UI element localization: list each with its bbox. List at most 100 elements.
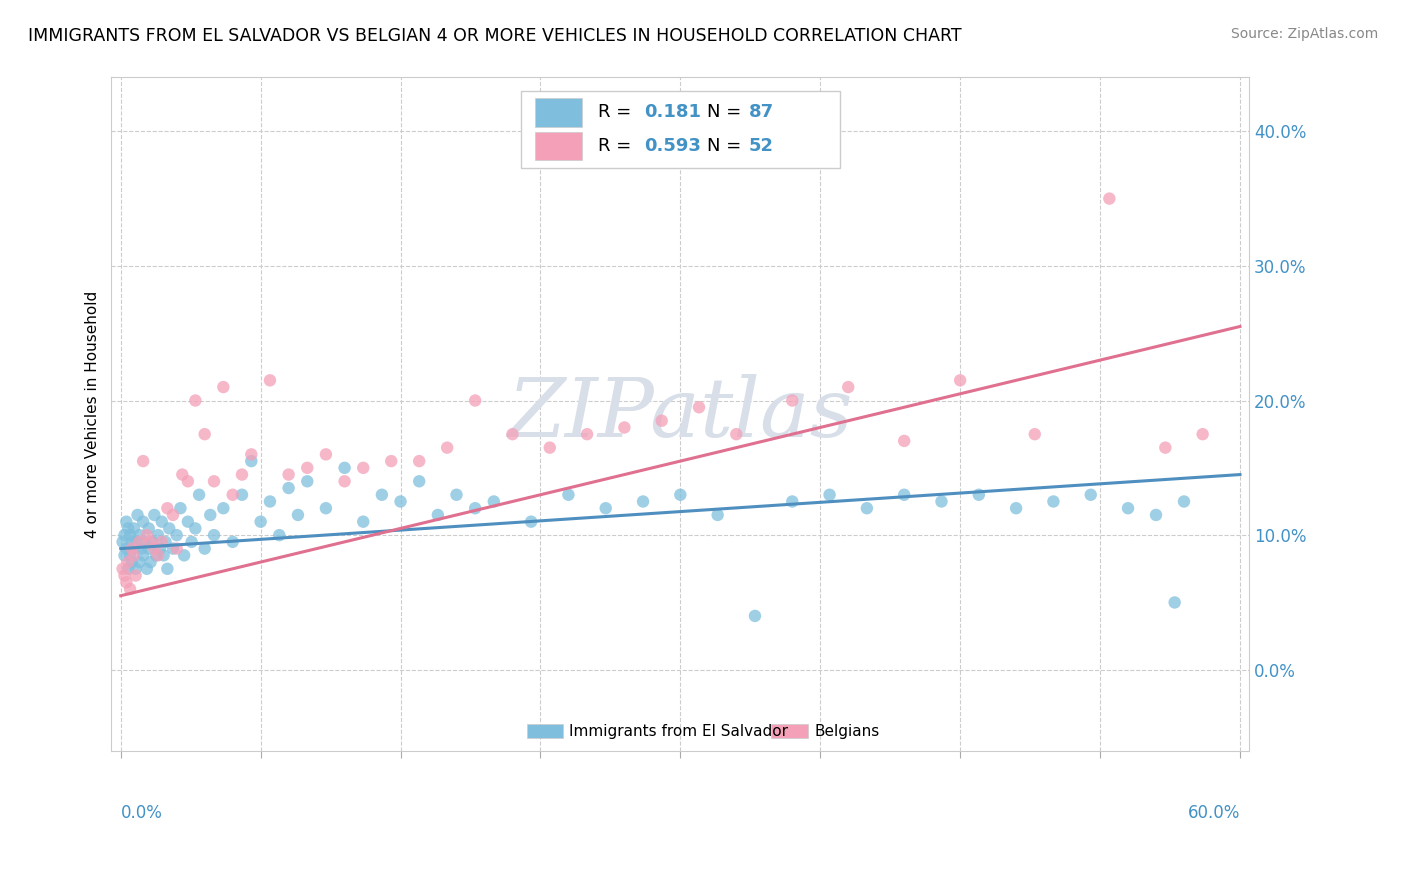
Point: [111, 562, 134, 576]
Text: 87: 87: [748, 103, 773, 121]
Point: [389, 494, 412, 508]
Point: [122, 549, 145, 563]
Point: [146, 528, 169, 542]
Point: [315, 501, 337, 516]
Point: [115, 575, 138, 590]
Point: [117, 562, 139, 576]
Point: [146, 549, 169, 563]
Point: [1098, 192, 1121, 206]
Point: [134, 534, 156, 549]
Point: [576, 427, 599, 442]
Point: [188, 488, 211, 502]
Point: [124, 534, 146, 549]
Point: [277, 481, 299, 495]
Point: [122, 521, 145, 535]
Point: [333, 475, 356, 489]
Point: [122, 541, 145, 556]
Text: Immigrants from El Salvador: Immigrants from El Salvador: [569, 723, 787, 739]
Point: [139, 555, 162, 569]
Point: [744, 608, 766, 623]
Point: [780, 393, 803, 408]
Text: 0.181: 0.181: [644, 103, 702, 121]
Point: [818, 488, 841, 502]
Point: [1080, 488, 1102, 502]
Point: [145, 549, 167, 563]
Point: [893, 488, 915, 502]
Point: [408, 454, 430, 468]
Point: [482, 494, 505, 508]
Point: [595, 501, 617, 516]
FancyBboxPatch shape: [534, 98, 582, 127]
Point: [124, 568, 146, 582]
Point: [114, 568, 136, 582]
Point: [139, 534, 162, 549]
Point: [297, 460, 319, 475]
Point: [135, 562, 157, 576]
Point: [143, 541, 166, 556]
Point: [120, 528, 142, 542]
Point: [1005, 501, 1028, 516]
Point: [446, 488, 468, 502]
Point: [352, 515, 374, 529]
FancyBboxPatch shape: [522, 91, 839, 169]
Point: [194, 541, 217, 556]
Point: [162, 508, 184, 522]
Point: [856, 501, 879, 516]
Point: [180, 534, 202, 549]
Point: [464, 501, 486, 516]
Point: [259, 494, 281, 508]
Point: [149, 541, 172, 556]
Point: [259, 373, 281, 387]
Point: [931, 494, 953, 508]
FancyBboxPatch shape: [772, 723, 808, 739]
Point: [333, 460, 356, 475]
Text: 0.0%: 0.0%: [121, 805, 163, 822]
Point: [352, 460, 374, 475]
Text: R =: R =: [599, 103, 631, 121]
Point: [436, 441, 458, 455]
Point: [121, 541, 143, 556]
Point: [128, 528, 150, 542]
Point: [115, 515, 138, 529]
Point: [212, 380, 235, 394]
Point: [557, 488, 579, 502]
Point: [166, 541, 188, 556]
Point: [380, 454, 402, 468]
Point: [426, 508, 449, 522]
Point: [120, 582, 142, 596]
Point: [115, 541, 138, 556]
Point: [132, 515, 155, 529]
Point: [117, 521, 139, 535]
Text: Source: ZipAtlas.com: Source: ZipAtlas.com: [1230, 27, 1378, 41]
Point: [114, 549, 136, 563]
Point: [157, 521, 180, 535]
Point: [155, 534, 177, 549]
Text: 52: 52: [748, 137, 773, 155]
Point: [221, 534, 243, 549]
Point: [269, 528, 291, 542]
Point: [135, 528, 157, 542]
Point: [1163, 595, 1185, 609]
Point: [464, 393, 486, 408]
Text: N =: N =: [707, 103, 741, 121]
Point: [893, 434, 915, 448]
Point: [132, 454, 155, 468]
Point: [371, 488, 394, 502]
Point: [613, 420, 636, 434]
Point: [669, 488, 692, 502]
Point: [141, 534, 163, 549]
Point: [150, 515, 173, 529]
Y-axis label: 4 or more Vehicles in Household: 4 or more Vehicles in Household: [86, 291, 100, 538]
Point: [1173, 494, 1195, 508]
Text: 60.0%: 60.0%: [1188, 805, 1240, 822]
Point: [138, 521, 160, 535]
Point: [128, 555, 150, 569]
Text: R =: R =: [599, 137, 631, 155]
Point: [200, 508, 222, 522]
Point: [156, 501, 179, 516]
FancyBboxPatch shape: [527, 723, 564, 739]
Point: [1191, 427, 1213, 442]
Point: [143, 508, 166, 522]
Point: [132, 549, 155, 563]
Point: [212, 501, 235, 516]
